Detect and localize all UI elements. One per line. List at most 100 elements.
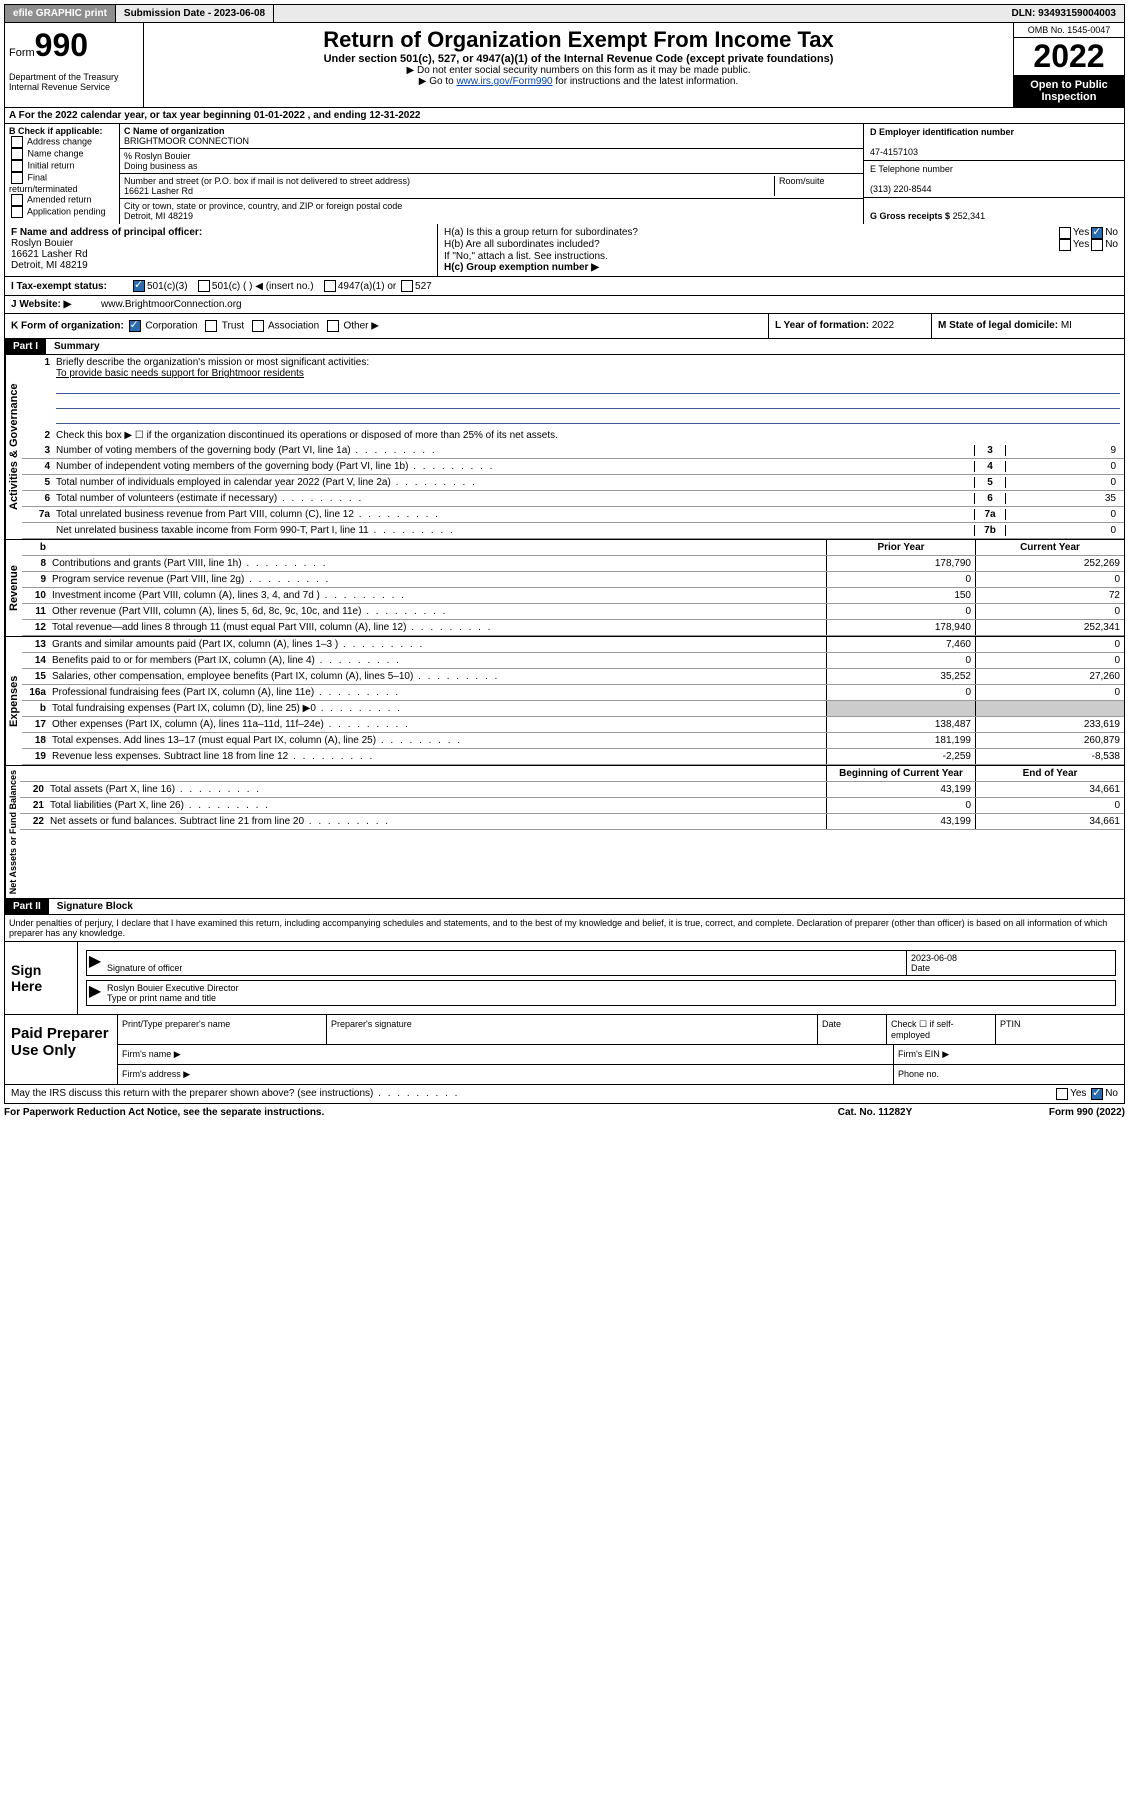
summary-line: 16aProfessional fundraising fees (Part I… bbox=[22, 685, 1124, 701]
website-value[interactable]: www.BrightmoorConnection.org bbox=[101, 299, 242, 310]
note2-pre: ▶ Go to bbox=[419, 76, 457, 87]
discuss-yes[interactable] bbox=[1056, 1088, 1068, 1100]
begin-year-header: Beginning of Current Year bbox=[826, 766, 975, 781]
no-label: No bbox=[1105, 227, 1118, 239]
dln: DLN: 93493159004003 bbox=[1003, 5, 1124, 22]
preparer-block: Paid Preparer Use Only Print/Type prepar… bbox=[4, 1015, 1125, 1085]
chk-label: Name change bbox=[28, 148, 84, 158]
col-header-row: b Prior Year Current Year bbox=[22, 540, 1124, 556]
officer-name-field: Roslyn Bouier Executive DirectorType or … bbox=[103, 981, 1115, 1005]
opt-trust: Trust bbox=[222, 321, 244, 332]
opt-corp: Corporation bbox=[145, 321, 197, 332]
hb-no[interactable] bbox=[1091, 239, 1103, 251]
phone-label: E Telephone number bbox=[870, 164, 953, 174]
section-m: M State of legal domicile: MI bbox=[931, 314, 1124, 338]
preparer-grid: Print/Type preparer's name Preparer's si… bbox=[118, 1015, 1124, 1084]
sign-here-label: Sign Here bbox=[5, 942, 78, 1014]
prep-ptin-header: PTIN bbox=[996, 1015, 1124, 1044]
form-title-block: Return of Organization Exempt From Incom… bbox=[144, 23, 1013, 107]
chk-other[interactable] bbox=[327, 320, 339, 332]
form-title: Return of Organization Exempt From Incom… bbox=[148, 27, 1009, 53]
ha-yes[interactable] bbox=[1059, 227, 1071, 239]
city-label: City or town, state or province, country… bbox=[124, 201, 402, 211]
chk-application-pending[interactable]: Application pending bbox=[9, 206, 115, 218]
chk-initial-return[interactable]: Initial return bbox=[9, 160, 115, 172]
care-of: % Roslyn Bouier bbox=[124, 151, 191, 161]
chk-name-change[interactable]: Name change bbox=[9, 148, 115, 160]
chk-4947[interactable] bbox=[324, 280, 336, 292]
org-name: BRIGHTMOOR CONNECTION bbox=[124, 136, 249, 146]
irs-link[interactable]: www.irs.gov/Form990 bbox=[456, 76, 552, 87]
topbar: efile GRAPHIC print Submission Date - 20… bbox=[4, 4, 1125, 23]
form-no: Form 990 (2022) bbox=[975, 1107, 1125, 1118]
sig-line-2: ▶ Roslyn Bouier Executive DirectorType o… bbox=[86, 980, 1116, 1006]
firm-addr: Firm's address ▶ bbox=[118, 1065, 894, 1084]
yes-label: Yes bbox=[1073, 227, 1089, 239]
form-id-block: Form990 Department of the Treasury Inter… bbox=[5, 23, 144, 107]
ha-no[interactable] bbox=[1091, 227, 1103, 239]
form-note-1: ▶ Do not enter social security numbers o… bbox=[148, 65, 1009, 76]
prep-sig-header: Preparer's signature bbox=[327, 1015, 818, 1044]
tax-year: 2022 bbox=[1014, 38, 1124, 75]
street: 16621 Lasher Rd bbox=[124, 186, 193, 196]
mission-text: To provide basic needs support for Brigh… bbox=[56, 368, 304, 379]
line-1: 1 Briefly describe the organization's mi… bbox=[22, 355, 1124, 428]
chk-trust[interactable] bbox=[205, 320, 217, 332]
street-label: Number and street (or P.O. box if mail i… bbox=[124, 176, 410, 186]
opt-527: 527 bbox=[415, 281, 432, 292]
street-cell: Number and street (or P.O. box if mail i… bbox=[120, 174, 863, 199]
section-d: D Employer identification number 47-4157… bbox=[864, 124, 1124, 224]
firm-ein: Firm's EIN ▶ bbox=[894, 1045, 1124, 1064]
summary-line: 17Other expenses (Part IX, column (A), l… bbox=[22, 717, 1124, 733]
part1-header-row: Part I Summary bbox=[4, 339, 1125, 355]
org-form-row: K Form of organization: Corporation Trus… bbox=[4, 314, 1125, 339]
ein: 47-4157103 bbox=[870, 147, 918, 157]
summary-line: 5Total number of individuals employed in… bbox=[22, 475, 1124, 491]
header-right-block: OMB No. 1545-0047 2022 Open to Public In… bbox=[1013, 23, 1124, 107]
part1-header: Part I bbox=[5, 339, 46, 354]
type-name-label: Type or print name and title bbox=[107, 993, 216, 1003]
hc-label: H(c) Group exemption number ▶ bbox=[444, 262, 1118, 273]
discuss-row: May the IRS discuss this return with the… bbox=[4, 1085, 1125, 1104]
form-note-2: ▶ Go to www.irs.gov/Form990 for instruct… bbox=[148, 76, 1009, 87]
summary-line: 20Total assets (Part X, line 16)43,19934… bbox=[20, 782, 1124, 798]
section-b: B Check if applicable: Address change Na… bbox=[5, 124, 120, 224]
chk-501c3[interactable] bbox=[133, 280, 145, 292]
opt-4947: 4947(a)(1) or bbox=[338, 281, 396, 292]
firm-phone: Phone no. bbox=[894, 1065, 1124, 1084]
no-label: No bbox=[1105, 1088, 1118, 1100]
officer-signature[interactable]: Signature of officer bbox=[103, 951, 906, 975]
sign-block: Sign Here ▶ Signature of officer 2023-06… bbox=[4, 942, 1125, 1015]
chk-assoc[interactable] bbox=[252, 320, 264, 332]
gross-label: G Gross receipts $ bbox=[870, 211, 950, 221]
chk-corp[interactable] bbox=[129, 320, 141, 332]
form-subtitle: Under section 501(c), 527, or 4947(a)(1)… bbox=[148, 53, 1009, 65]
chk-501c[interactable] bbox=[198, 280, 210, 292]
end-year-header: End of Year bbox=[975, 766, 1124, 781]
chk-address-change[interactable]: Address change bbox=[9, 136, 115, 148]
tax-status-row: I Tax-exempt status: 501(c)(3) 501(c) ( … bbox=[4, 277, 1125, 296]
section-b-label: B Check if applicable: bbox=[9, 126, 115, 136]
chk-amended-return[interactable]: Amended return bbox=[9, 194, 115, 206]
room-suite: Room/suite bbox=[774, 176, 859, 196]
chk-final-return[interactable]: Final return/terminated bbox=[9, 172, 115, 194]
summary-line: 21Total liabilities (Part X, line 26)00 bbox=[20, 798, 1124, 814]
section-bcd: B Check if applicable: Address change Na… bbox=[4, 124, 1125, 224]
chk-527[interactable] bbox=[401, 280, 413, 292]
part2-title: Signature Block bbox=[49, 899, 141, 914]
opt-501c3: 501(c)(3) bbox=[147, 281, 188, 292]
chk-label: Initial return bbox=[28, 160, 75, 170]
no-label: No bbox=[1105, 239, 1118, 251]
efile-print-button[interactable]: efile GRAPHIC print bbox=[5, 5, 116, 22]
principal-city: Detroit, MI 48219 bbox=[11, 260, 88, 271]
underline bbox=[56, 396, 1120, 409]
b-label: b bbox=[22, 540, 52, 555]
omb-number: OMB No. 1545-0047 bbox=[1014, 23, 1124, 38]
section-fh: F Name and address of principal officer:… bbox=[4, 224, 1125, 277]
section-f: F Name and address of principal officer:… bbox=[5, 224, 438, 276]
chk-label: Amended return bbox=[27, 194, 92, 204]
city: Detroit, MI 48219 bbox=[124, 211, 193, 221]
discuss-no[interactable] bbox=[1091, 1088, 1103, 1100]
hb-yes[interactable] bbox=[1059, 239, 1071, 251]
section-c: C Name of organization BRIGHTMOOR CONNEC… bbox=[120, 124, 864, 224]
